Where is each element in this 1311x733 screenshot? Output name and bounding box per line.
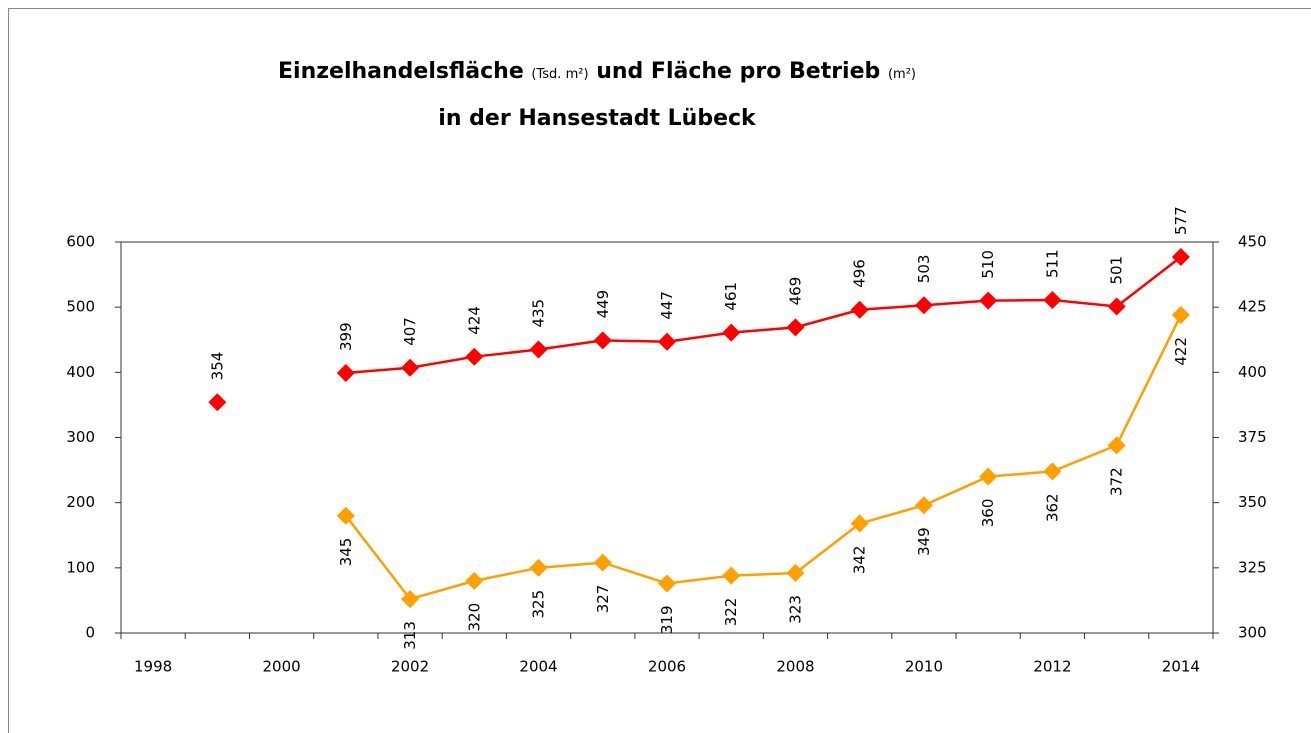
x-tick-label: 2000 [262,658,300,676]
data-label: 510 [979,250,997,279]
y2-tick-label: 350 [1238,493,1267,511]
data-point [1043,462,1061,480]
data-label: 461 [722,282,740,311]
data-label: 501 [1108,256,1126,285]
y-tick-label: 0 [85,624,95,642]
data-label: 424 [465,306,483,335]
data-point [915,296,933,314]
data-label: 511 [1043,249,1061,278]
data-label: 449 [594,290,612,319]
y2-tick-label: 300 [1238,624,1267,642]
x-tick-label: 2002 [391,658,429,676]
x-tick-label: 2014 [1162,658,1200,676]
x-tick-label: 1998 [134,658,172,676]
x-tick-label: 2010 [905,658,943,676]
data-point [851,301,869,319]
data-label: 322 [722,598,740,627]
data-point [594,554,612,572]
data-label: 435 [530,299,548,328]
data-label: 503 [915,255,933,284]
data-point [979,468,997,486]
y-tick-label: 600 [66,233,95,251]
data-label: 345 [337,538,355,567]
y-tick-label: 100 [66,558,95,576]
data-label: 362 [1043,493,1061,522]
x-tick-label: 2008 [776,658,814,676]
data-label: 496 [851,259,869,288]
data-point [1108,436,1126,454]
data-point [722,567,740,585]
y-tick-label: 500 [66,298,95,316]
data-point [401,359,419,377]
y2-tick-label: 425 [1238,298,1267,316]
y2-tick-label: 450 [1238,233,1267,251]
data-label: 320 [465,603,483,632]
data-label: 447 [658,291,676,320]
chart: Einzelhandelsfläche (Tsd. m²) und Fläche… [0,0,1311,733]
title-unit: (m²) [888,67,916,82]
data-point [465,348,483,366]
data-label: 407 [401,317,419,346]
y-tick-label: 400 [66,363,95,381]
data-point [915,496,933,514]
chart-title: Einzelhandelsfläche (Tsd. m²) und Fläche… [278,59,916,84]
data-point [594,331,612,349]
chart-subtitle: in der Hansestadt Lübeck [438,106,757,131]
data-label: 319 [658,605,676,634]
data-label: 354 [208,352,226,381]
data-point [722,324,740,342]
data-point [658,333,676,351]
data-label: 327 [594,585,612,614]
data-label: 313 [401,621,419,650]
data-point [1172,306,1190,324]
data-label: 372 [1108,467,1126,496]
data-label: 469 [786,277,804,306]
x-tick-label: 2004 [519,658,557,676]
data-point [658,574,676,592]
data-label: 342 [851,546,869,575]
data-label: 325 [530,590,548,619]
data-label: 349 [915,527,933,556]
title-part: Einzelhandelsfläche [278,59,524,84]
data-point [337,364,355,382]
title-part: und Fläche pro Betrieb [596,59,880,84]
data-point [465,572,483,590]
data-label: 399 [337,322,355,351]
y2-tick-label: 375 [1238,428,1267,446]
x-tick-label: 2006 [648,658,686,676]
data-point [530,559,548,577]
y-tick-label: 300 [66,428,95,446]
data-point [530,341,548,359]
y2-tick-label: 400 [1238,363,1267,381]
title-unit: (Tsd. m²) [531,67,588,82]
data-point [208,393,226,411]
data-point [979,292,997,310]
data-point [1043,291,1061,309]
y-tick-label: 200 [66,493,95,511]
data-label: 360 [979,499,997,528]
data-label: 323 [786,595,804,624]
y2-tick-label: 325 [1238,558,1267,576]
data-label: 422 [1172,337,1190,366]
data-label: 577 [1172,206,1190,235]
data-point [786,318,804,336]
x-tick-label: 2012 [1033,658,1071,676]
